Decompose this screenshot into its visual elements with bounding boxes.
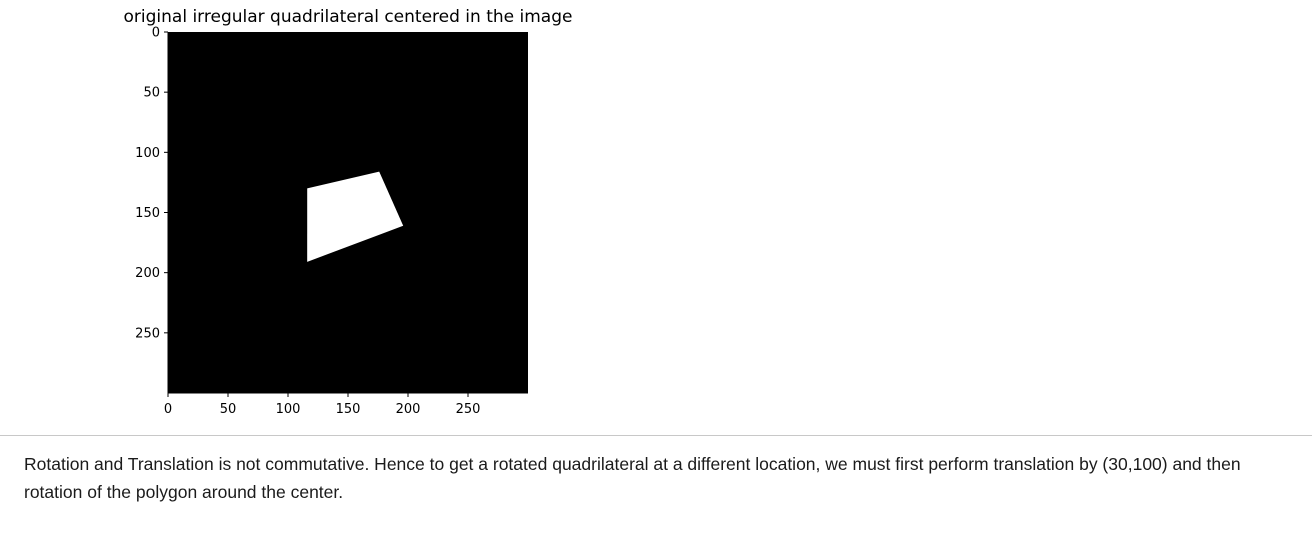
plot-title: original irregular quadrilateral centere…: [124, 7, 573, 27]
y-tick-label: 50: [143, 86, 160, 101]
y-tick-label: 150: [135, 206, 160, 221]
figure-output: original irregular quadrilateral centere…: [124, 7, 573, 417]
y-tick-label: 250: [135, 326, 160, 341]
x-tick-label: 50: [220, 402, 237, 417]
x-tick-label: 250: [456, 402, 481, 417]
y-axis: 0 50 100 150 200 250: [135, 26, 168, 341]
markdown-paragraph: Rotation and Translation is not commutat…: [24, 454, 1241, 502]
quadrilateral-shape: [307, 171, 404, 262]
x-axis: 0 50 100 150 200 250: [164, 393, 481, 417]
y-tick-label: 0: [152, 26, 160, 41]
y-tick-label: 100: [135, 146, 160, 161]
x-tick-label: 0: [164, 402, 172, 417]
image-plot: original irregular quadrilateral centere…: [124, 7, 573, 417]
markdown-cell: Rotation and Translation is not commutat…: [24, 442, 1294, 506]
y-tick-label: 200: [135, 266, 160, 281]
x-tick-label: 150: [336, 402, 361, 417]
x-tick-label: 200: [396, 402, 421, 417]
x-tick-label: 100: [276, 402, 301, 417]
cell-divider: [0, 435, 1312, 436]
